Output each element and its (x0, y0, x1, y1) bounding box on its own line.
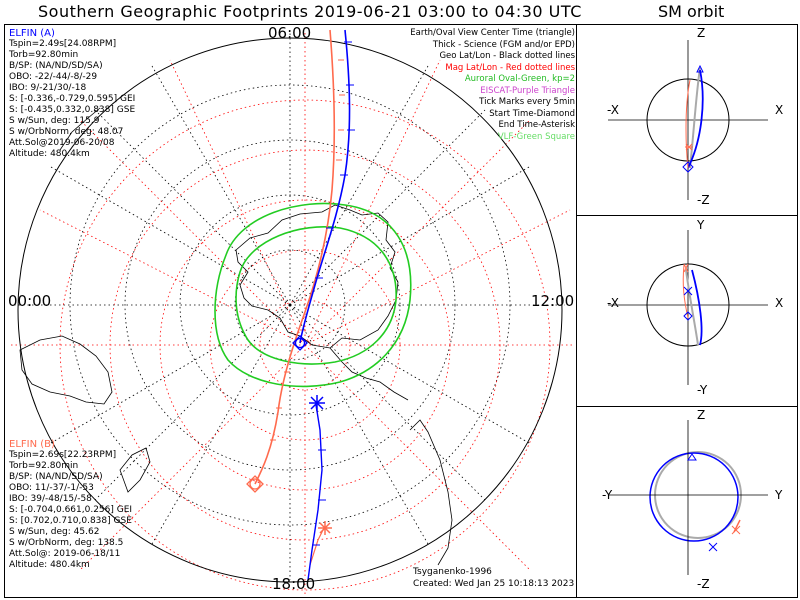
sm3-top-label: Z (697, 408, 706, 422)
auroral-oval-inner (235, 226, 397, 365)
elfin-a-start-diamond (292, 335, 308, 351)
sm1-bottom-label: -Z (697, 193, 710, 207)
elfin-b-start-diamond (246, 475, 264, 493)
antarctica-coastline (235, 204, 399, 349)
elfin-b-track (254, 29, 335, 485)
elfin-b-end-asterisk (318, 521, 332, 535)
figure-title: Southern Geographic Footprints 2019-06-2… (38, 2, 582, 21)
sm1-top-label: Z (697, 26, 706, 40)
hour-label-top: 06:00 (268, 24, 312, 42)
elfin-b-line: OBO: 11/-37/-1/-53 (9, 483, 94, 493)
elfin-a-info: ELFIN (A) Tspin=2.49s[24.08RPM] Torb=92.… (9, 28, 135, 160)
legend-item: EISCAT-Purple Triangle (480, 85, 575, 96)
legend-item: End Time-Asterisk (498, 120, 575, 130)
elfin-a-line: S: [-0.435,0.332,0.838] GSE (9, 105, 136, 115)
south-america-coastline (409, 419, 453, 566)
legend-item: VLF-Green Square (497, 131, 575, 142)
elfin-a-line: OBO: -22/-44/-8/-29 (9, 72, 98, 82)
sm-frame (576, 24, 798, 598)
elfin-a-line: S w/Sun, deg: 115.9 (9, 116, 100, 126)
sm2-left-label: -X (607, 296, 619, 310)
elfin-a-line: S: [-0.336,-0.729,0.595] GEI (9, 94, 136, 104)
sm-panel-xz (608, 40, 768, 200)
elfin-b-line: Att.Sol@: 2019-06-18/11 (9, 549, 121, 559)
model-label: Tsyganenko-1996 (413, 567, 492, 577)
sm1-right-label: X (775, 103, 784, 117)
elfin-b-line: IBO: 39/-48/15/-58 (9, 494, 92, 504)
elfin-a-track (299, 29, 351, 344)
sm-panel-xy (608, 230, 768, 385)
legend-item: Start Time-Diamond (489, 108, 575, 119)
sm2-top-label: Y (697, 218, 705, 232)
earth-limb (17, 37, 563, 583)
legend-item: Earth/Oval View Center Time (triangle) (410, 28, 575, 38)
sm3-bottom-label: -Z (697, 577, 710, 591)
elfin-b-line: Altitude: 480.4km (9, 560, 90, 570)
elfin-a-line: Torb=92.80min (9, 50, 79, 60)
elfin-b-line: Torb=92.80min (9, 461, 79, 471)
australia-coastline (19, 335, 113, 405)
legend: Earth/Oval View Center Time (triangle) T… (410, 28, 575, 143)
hour-label-bottom: 18:00 (272, 575, 316, 593)
elfin-b-line: S: [-0.704,0.661,0.256] GEI (9, 505, 133, 515)
elfin-b-line: S w/OrbNorm, deg: 138.5 (9, 538, 124, 548)
peninsula-coastline (329, 347, 409, 401)
elfin-a-line: Altitude: 480.4km (9, 149, 90, 159)
sm-orbit-title: SM orbit (658, 2, 725, 21)
elfin-b-line: S: [0.702,0.710,0.838] GSE (9, 516, 132, 526)
elfin-a-line: S w/OrbNorm, deg: 48.07 (9, 127, 124, 137)
geo-longitude-lines (15, 30, 565, 580)
elfin-a-line: B/SP: (NA/ND/SD/SA) (9, 61, 103, 71)
legend-item: Mag Lat/Lon - Red dotted lines (445, 62, 575, 73)
created-timestamp: Created: Wed Jan 25 10:18:13 2023 (413, 579, 575, 589)
elfin-b-info: ELFIN (B) Tspin=2.69s[22.23RPM] Torb=92.… (9, 439, 132, 571)
hour-label-left: 00:00 (8, 292, 52, 310)
polar-map (10, 29, 575, 595)
sm1-left-label: -X (607, 103, 619, 117)
elfin-a-name: ELFIN (A) (9, 28, 55, 39)
legend-item: Auroral Oval-Green, kp=2 (464, 74, 575, 84)
elfin-a-end-asterisk (309, 395, 325, 411)
new-zealand-coastline (119, 447, 151, 493)
elfin-b-line: B/SP: (NA/ND/SD/SA) (9, 472, 103, 482)
sm-panel-yz (608, 420, 768, 575)
auroral-oval-outer (214, 202, 412, 388)
elfin-a-line: Tspin=2.49s[24.08RPM] (9, 39, 117, 49)
sm2-right-label: X (775, 296, 784, 310)
legend-item: Geo Lat/Lon - Black dotted lines (439, 51, 575, 61)
elfin-b-name: ELFIN (B) (9, 439, 55, 450)
elfin-b-line: Tspin=2.69s[22.23RPM] (9, 450, 117, 460)
sm2-bottom-label: -Y (697, 383, 708, 397)
elfin-a-line: IBO: 9/-21/30/-18 (9, 83, 87, 93)
legend-item: Tick Marks every 5min (479, 97, 575, 107)
africa-coastline (59, 107, 101, 151)
elfin-b-line: S w/Sun, deg: 45.62 (9, 527, 100, 537)
elfin-a-ticks (312, 41, 355, 546)
elfin-a-line: Att.Sol@2019-06-20/08 (9, 138, 115, 148)
legend-item: Thick - Science (FGM and/or EPD) (432, 39, 575, 50)
elfin-a-track-2 (307, 404, 323, 581)
hour-label-right: 12:00 (531, 292, 575, 310)
elfin-b-ticks (270, 59, 345, 441)
sm3-right-label: Y (775, 488, 783, 502)
sm3-left-label: -Y (602, 488, 613, 502)
